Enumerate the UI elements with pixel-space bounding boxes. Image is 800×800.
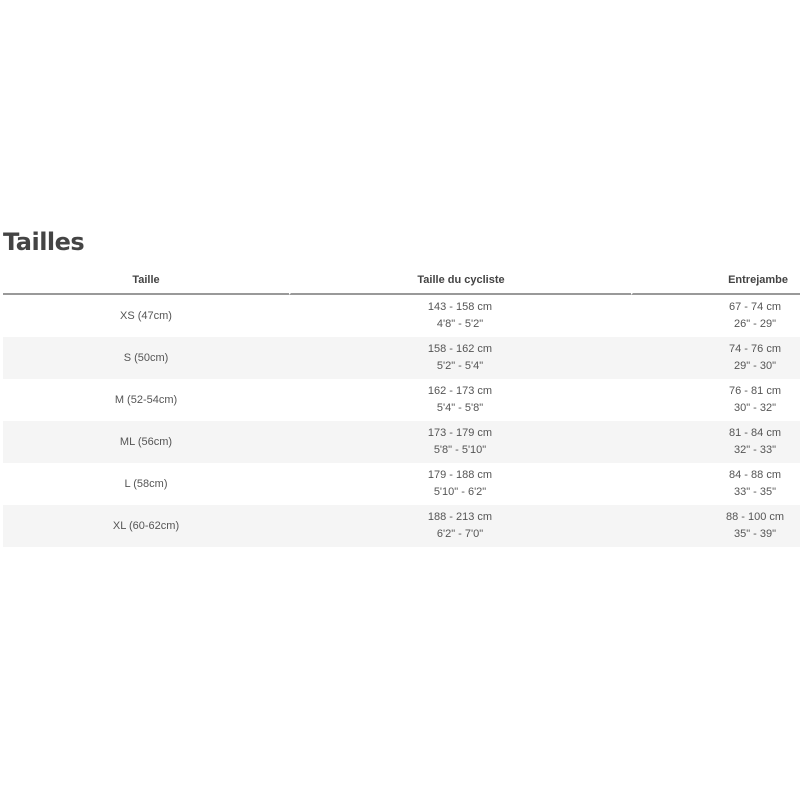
size-label: ML (56cm) [119,435,173,448]
inseam-cell: 81 - 84 cm 32" - 33" [631,421,800,463]
header-taille-cycliste: Taille du cycliste [289,266,631,295]
inseam-cm: 74 - 76 cm [729,343,781,355]
size-label: XS (47cm) [120,309,172,322]
size-label: XL (60-62cm) [112,519,180,532]
inseam-cell: 67 - 74 cm 26" - 29" [631,295,800,337]
table-row: XL (60-62cm) 188 - 213 cm 6'2" - 7'0" 88 - … [3,505,800,547]
height-cm: 173 - 179 cm [427,427,493,439]
height-in: 4'8" - 5'2" [436,318,484,330]
page-title: Tailles [3,228,85,256]
size-label: M (52-54cm) [114,393,178,406]
size-table: Taille Taille du cycliste Entrejambe XS … [3,266,800,547]
rider-height-cell: 162 - 173 cm 5'4" - 5'8" [289,379,631,421]
height-in: 5'8" - 5'10" [433,444,487,456]
size-label: S (50cm) [123,351,169,364]
inseam-cm: 76 - 81 cm [729,385,781,397]
header-entrejambe: Entrejambe [631,266,800,295]
height-cm: 162 - 173 cm [427,385,493,397]
size-cell: S (50cm) [3,337,289,379]
rider-height-cell: 179 - 188 cm 5'10" - 6'2" [289,463,631,505]
height-cm: 143 - 158 cm [427,301,493,313]
height-in: 5'4" - 5'8" [436,402,484,414]
inseam-in: 26" - 29" [733,318,777,330]
size-cell: XS (47cm) [3,295,289,337]
height-cm: 158 - 162 cm [427,343,493,355]
inseam-in: 32" - 33" [733,444,777,456]
inseam-cell: 74 - 76 cm 29" - 30" [631,337,800,379]
height-in: 6'2" - 7'0" [436,528,484,540]
inseam-in: 30" - 32" [733,402,777,414]
table-header-row: Taille Taille du cycliste Entrejambe [3,266,800,295]
rider-height-cell: 158 - 162 cm 5'2" - 5'4" [289,337,631,379]
table-row: M (52-54cm) 162 - 173 cm 5'4" - 5'8" 76 - 8… [3,379,800,421]
inseam-cm: 84 - 88 cm [729,469,781,481]
height-in: 5'10" - 6'2" [433,486,487,498]
inseam-in: 29" - 30" [733,360,777,372]
size-cell: L (58cm) [3,463,289,505]
inseam-in: 33" - 35" [733,486,777,498]
inseam-cm: 88 - 100 cm [725,511,785,523]
table-row: L (58cm) 179 - 188 cm 5'10" - 6'2" 84 - 88 … [3,463,800,505]
inseam-cm: 67 - 74 cm [729,301,781,313]
size-cell: ML (56cm) [3,421,289,463]
rider-height-cell: 188 - 213 cm 6'2" - 7'0" [289,505,631,547]
table-row: S (50cm) 158 - 162 cm 5'2" - 5'4" 74 - 76 c… [3,337,800,379]
table-row: XS (47cm) 143 - 158 cm 4'8" - 5'2" 67 - 74 … [3,295,800,337]
inseam-cell: 76 - 81 cm 30" - 32" [631,379,800,421]
inseam-cell: 84 - 88 cm 33" - 35" [631,463,800,505]
size-label: L (58cm) [124,477,168,490]
size-cell: XL (60-62cm) [3,505,289,547]
inseam-in: 35" - 39" [733,528,777,540]
size-cell: M (52-54cm) [3,379,289,421]
inseam-cm: 81 - 84 cm [729,427,781,439]
height-cm: 179 - 188 cm [427,469,493,481]
rider-height-cell: 173 - 179 cm 5'8" - 5'10" [289,421,631,463]
table-row: ML (56cm) 173 - 179 cm 5'8" - 5'10" 81 - 84… [3,421,800,463]
height-in: 5'2" - 5'4" [436,360,484,372]
rider-height-cell: 143 - 158 cm 4'8" - 5'2" [289,295,631,337]
inseam-cell: 88 - 100 cm 35" - 39" [631,505,800,547]
height-cm: 188 - 213 cm [427,511,493,523]
header-taille: Taille [3,266,289,295]
